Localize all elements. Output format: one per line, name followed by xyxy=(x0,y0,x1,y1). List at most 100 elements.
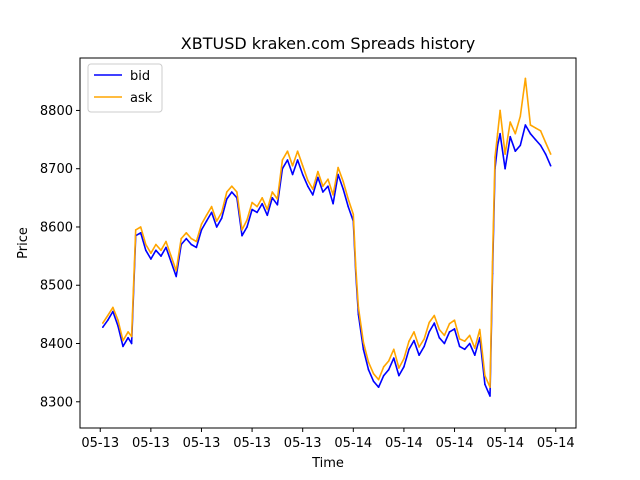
data-point-bid xyxy=(332,202,334,205)
data-point-bid xyxy=(130,342,133,345)
data-point-ask xyxy=(145,243,147,246)
data-point-bid xyxy=(296,159,299,161)
data-point-ask xyxy=(117,319,119,322)
data-point-ask xyxy=(291,165,294,167)
data-point-ask xyxy=(296,150,299,152)
data-point-ask xyxy=(372,373,375,375)
x-axis: 05-13 05-13 05-13 05-13 05-13 05-14 05-14 05-14… xyxy=(81,428,575,451)
data-point-bid xyxy=(387,368,390,371)
data-point-bid xyxy=(327,185,329,187)
plot-area xyxy=(79,57,577,429)
data-point-bid xyxy=(549,165,552,167)
data-point-ask xyxy=(514,132,517,135)
data-point-bid xyxy=(226,198,228,200)
data-point-ask xyxy=(327,178,329,180)
data-point-ask xyxy=(534,127,537,129)
data-point-ask xyxy=(322,185,324,187)
data-point-bid xyxy=(220,217,223,219)
data-point-ask xyxy=(377,378,380,381)
y-axis-label: Price xyxy=(16,227,31,259)
data-point-ask xyxy=(408,340,410,343)
data-point-bid xyxy=(112,310,114,313)
data-point-ask xyxy=(448,322,451,325)
data-point-bid xyxy=(519,144,522,147)
legend: bid ask xyxy=(87,63,163,113)
x-tick-label: 05-13 xyxy=(233,436,271,451)
data-point-ask xyxy=(458,338,461,340)
data-point-ask xyxy=(231,185,233,187)
data-point-bid xyxy=(312,194,314,196)
data-point-bid xyxy=(301,173,304,176)
data-point-ask xyxy=(342,180,345,183)
data-point-ask xyxy=(438,328,441,331)
data-point-bid xyxy=(271,197,274,199)
data-point-ask xyxy=(504,153,506,155)
data-point-ask xyxy=(107,314,109,317)
data-point-ask xyxy=(150,252,152,254)
data-point-ask xyxy=(286,150,289,152)
data-point-bid xyxy=(122,345,124,348)
data-point-bid xyxy=(117,325,119,327)
data-point-ask xyxy=(122,339,124,342)
data-point-ask xyxy=(352,213,355,215)
data-point-ask xyxy=(544,141,547,144)
data-point-bid xyxy=(529,132,532,135)
data-point-bid xyxy=(185,237,188,240)
data-point-bid xyxy=(524,124,527,126)
x-tick-label: 05-13 xyxy=(284,436,322,451)
data-point-ask xyxy=(266,208,269,211)
data-point-bid xyxy=(307,185,309,187)
data-point-bid xyxy=(342,188,345,190)
data-point-ask xyxy=(246,219,248,221)
data-point-bid xyxy=(403,366,405,368)
data-point-bid xyxy=(362,348,365,351)
y-tick-label: 8300 xyxy=(40,395,73,410)
series-layer xyxy=(102,77,552,397)
y-tick-label: 8700 xyxy=(40,162,73,177)
data-point-bid xyxy=(190,243,193,246)
x-tick-label: 05-14 xyxy=(385,436,423,451)
data-point-bid xyxy=(205,220,208,222)
data-point-bid xyxy=(145,249,147,252)
data-point-bid xyxy=(458,345,461,348)
data-point-ask xyxy=(312,188,314,190)
data-point-bid xyxy=(474,354,476,357)
data-point-ask xyxy=(387,360,390,362)
data-point-ask xyxy=(261,197,264,199)
data-point-bid xyxy=(438,336,441,339)
data-point-ask xyxy=(190,237,193,240)
data-point-bid xyxy=(504,167,506,170)
data-point-ask xyxy=(317,170,319,173)
data-point-ask xyxy=(479,328,481,331)
data-point-ask xyxy=(393,348,395,351)
data-point-bid xyxy=(102,326,104,329)
data-point-bid xyxy=(433,322,436,324)
data-point-ask xyxy=(241,229,243,231)
data-point-ask xyxy=(281,159,284,161)
chart-title: XBTUSD kraken.com Spreads history xyxy=(181,34,475,53)
data-point-ask xyxy=(529,124,532,126)
data-point-ask xyxy=(423,338,426,340)
y-tick-label: 8600 xyxy=(40,220,73,235)
data-point-ask xyxy=(489,386,491,389)
legend-bid-label: bid xyxy=(130,69,150,84)
data-point-ask xyxy=(102,322,104,324)
y-tick-label: 8500 xyxy=(40,279,73,294)
data-point-bid xyxy=(418,354,420,357)
data-point-ask xyxy=(155,243,157,246)
data-point-bid xyxy=(195,246,198,249)
data-point-ask xyxy=(347,198,350,200)
data-point-ask xyxy=(355,267,357,269)
data-point-ask xyxy=(398,367,400,369)
data-point-ask xyxy=(307,179,309,182)
data-point-bid xyxy=(367,368,370,371)
data-point-bid xyxy=(377,386,380,389)
data-point-ask xyxy=(519,115,522,118)
data-point-ask xyxy=(185,232,188,234)
data-point-ask xyxy=(468,334,471,337)
data-point-ask xyxy=(382,366,385,368)
data-point-bid xyxy=(291,173,294,176)
plot-frame xyxy=(79,57,577,429)
data-point-ask xyxy=(524,77,527,80)
